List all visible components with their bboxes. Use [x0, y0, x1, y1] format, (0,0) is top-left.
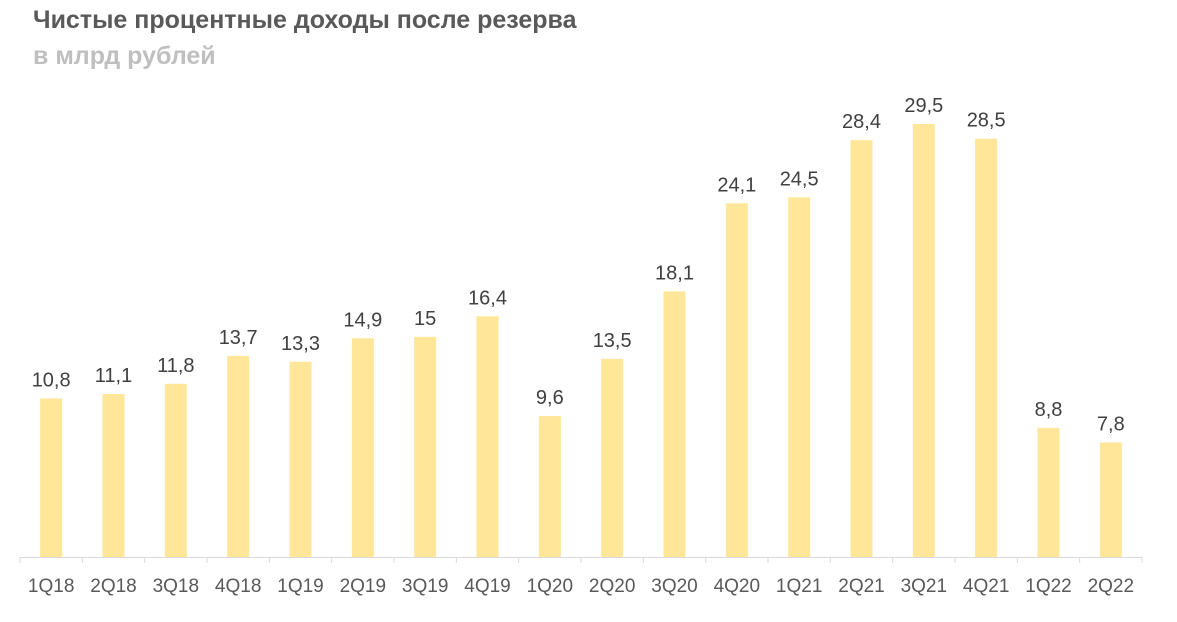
x-tick-label-2Q22: 2Q22: [1088, 576, 1134, 597]
bar-3Q21: [912, 124, 935, 557]
value-label-1Q21: 24,5: [780, 168, 819, 190]
x-tick-label-3Q18: 3Q18: [153, 576, 199, 597]
bar-3Q19: [414, 336, 437, 557]
x-tick-labels-group: 1Q18 2Q18 3Q18 4Q18 1Q19 2Q19 3Q19 4Q19 1Q20 2Q20…: [28, 576, 1134, 597]
bar-2Q22: [1099, 442, 1122, 557]
value-label-4Q18: 13,7: [219, 327, 258, 349]
value-label-1Q18: 10,8: [32, 369, 71, 391]
x-tick-label-3Q19: 3Q19: [402, 576, 448, 597]
bar-1Q21: [788, 197, 811, 557]
value-label-2Q19: 14,9: [343, 309, 382, 331]
bar-1Q22: [1037, 427, 1060, 557]
bar-4Q18: [227, 355, 250, 557]
bar-3Q18: [164, 383, 187, 557]
chart-title: Чистые процентные доходы после резерва: [33, 6, 577, 34]
value-label-3Q21: 29,5: [904, 95, 943, 117]
x-tick-label-3Q20: 3Q20: [651, 576, 697, 597]
bar-4Q21: [975, 138, 998, 557]
value-label-3Q18: 11,8: [157, 355, 194, 377]
bar-4Q20: [725, 203, 748, 557]
value-label-2Q20: 13,5: [593, 330, 632, 352]
x-tick-label-4Q21: 4Q21: [963, 576, 1009, 597]
value-label-2Q22: 7,8: [1097, 414, 1125, 436]
value-label-2Q18: 11,1: [95, 365, 132, 387]
x-tick-label-4Q18: 4Q18: [215, 576, 261, 597]
value-label-1Q19: 13,3: [281, 333, 320, 355]
bar-1Q20: [538, 416, 561, 557]
x-ticks-group: [19, 557, 1143, 563]
value-labels-group: 10,8 11,1 11,8 13,7 13,3 14,9 15 16,4 9,6 13,5 18,…: [32, 95, 1125, 436]
x-tick-label-2Q19: 2Q19: [340, 576, 386, 597]
chart-subtitle: в млрд рублей: [33, 42, 216, 70]
x-tick-label-4Q19: 4Q19: [464, 576, 510, 597]
value-label-4Q19: 16,4: [468, 287, 507, 309]
bar-3Q20: [663, 291, 686, 557]
value-label-3Q19: 15: [414, 308, 436, 330]
x-tick-label-1Q22: 1Q22: [1025, 576, 1071, 597]
x-tick-label-1Q20: 1Q20: [527, 576, 573, 597]
x-tick-label-1Q19: 1Q19: [277, 576, 323, 597]
value-label-4Q20: 24,1: [717, 174, 756, 196]
bar-2Q21: [850, 140, 873, 558]
bar-2Q19: [351, 338, 374, 557]
bars-group: [40, 124, 1122, 558]
bar-2Q20: [601, 358, 624, 557]
bar-1Q19: [289, 361, 312, 557]
value-label-2Q21: 28,4: [842, 111, 881, 133]
x-tick-label-2Q20: 2Q20: [589, 576, 635, 597]
value-label-3Q20: 18,1: [655, 262, 694, 284]
x-tick-label-1Q18: 1Q18: [28, 576, 74, 597]
x-tick-label-1Q21: 1Q21: [776, 576, 822, 597]
value-label-4Q21: 28,5: [967, 110, 1006, 132]
value-label-1Q22: 8,8: [1035, 399, 1063, 421]
value-label-1Q20: 9,6: [536, 387, 564, 409]
bar-2Q18: [102, 394, 125, 557]
x-tick-label-4Q20: 4Q20: [714, 576, 760, 597]
bar-4Q19: [476, 316, 499, 557]
x-tick-label-2Q21: 2Q21: [838, 576, 884, 597]
bar-1Q18: [40, 398, 63, 557]
x-tick-label-3Q21: 3Q21: [901, 576, 947, 597]
x-tick-label-2Q18: 2Q18: [90, 576, 136, 597]
